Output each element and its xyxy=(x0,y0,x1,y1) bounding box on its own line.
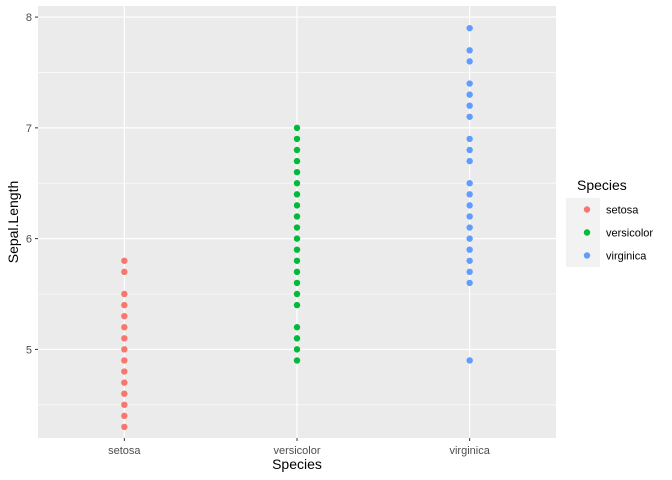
data-point-versicolor xyxy=(293,279,301,287)
data-point-versicolor xyxy=(293,168,301,176)
data-point-virginica xyxy=(466,357,473,364)
data-point-setosa xyxy=(121,412,128,420)
legend-key-setosa xyxy=(583,206,591,213)
data-point-versicolor xyxy=(293,124,301,132)
data-point-virginica xyxy=(466,80,473,87)
x-axis-title: Species xyxy=(272,456,322,472)
data-point-setosa xyxy=(121,368,128,375)
legend-key-background xyxy=(566,244,600,267)
data-point-setosa xyxy=(121,312,128,320)
data-point-versicolor xyxy=(293,180,301,187)
data-point-versicolor xyxy=(293,268,301,276)
data-point-versicolor xyxy=(293,202,301,209)
data-point-virginica xyxy=(466,24,473,32)
data-point-virginica xyxy=(466,246,473,253)
data-point-versicolor xyxy=(293,191,301,198)
data-point-versicolor xyxy=(293,224,301,231)
data-point-virginica xyxy=(466,257,473,264)
data-point-setosa xyxy=(121,324,128,331)
data-point-virginica xyxy=(466,279,473,287)
data-points xyxy=(121,24,473,431)
data-point-setosa xyxy=(121,423,128,431)
data-point-setosa xyxy=(121,335,128,342)
data-point-versicolor xyxy=(293,246,301,253)
data-point-versicolor xyxy=(293,335,301,342)
data-point-virginica xyxy=(466,268,473,276)
data-point-versicolor xyxy=(293,157,301,165)
data-point-virginica xyxy=(466,191,473,198)
data-point-virginica xyxy=(466,113,473,120)
legend-title: Species xyxy=(577,177,627,193)
x-tick-label: setosa xyxy=(108,445,141,457)
data-point-setosa xyxy=(121,357,128,364)
x-axis: setosa versicolor virginica xyxy=(108,438,491,457)
data-point-versicolor xyxy=(293,346,301,353)
y-tick-label: 5 xyxy=(26,344,32,356)
data-point-virginica xyxy=(466,102,473,109)
legend-key-versicolor xyxy=(583,229,591,236)
data-point-versicolor xyxy=(293,146,301,154)
y-tick-label: 7 xyxy=(26,123,32,135)
data-point-virginica xyxy=(466,91,473,98)
data-point-versicolor xyxy=(293,235,301,242)
y-axis: 5 6 7 8 xyxy=(26,12,38,356)
y-tick-label: 8 xyxy=(26,12,32,24)
data-point-setosa xyxy=(121,346,128,353)
data-point-virginica xyxy=(466,213,473,220)
data-point-versicolor xyxy=(293,135,301,143)
data-point-virginica xyxy=(466,135,473,143)
legend: Species setosa versicolor virginica xyxy=(566,177,653,267)
y-axis-title: Sepal.Length xyxy=(5,181,21,264)
data-point-virginica xyxy=(466,202,473,209)
data-point-setosa xyxy=(121,268,128,276)
data-point-virginica xyxy=(466,235,473,242)
data-point-setosa xyxy=(121,390,128,397)
legend-label-virginica: virginica xyxy=(606,251,647,263)
data-point-virginica xyxy=(466,47,473,54)
data-point-virginica xyxy=(466,224,473,231)
y-tick-label: 6 xyxy=(26,234,32,246)
legend-label-setosa: setosa xyxy=(606,205,639,217)
legend-key-virginica xyxy=(583,252,591,259)
x-tick-label: versicolor xyxy=(273,445,320,457)
data-point-versicolor xyxy=(293,213,301,220)
data-point-virginica xyxy=(466,180,473,187)
data-point-setosa xyxy=(121,301,128,309)
data-point-versicolor xyxy=(293,290,301,298)
legend-key-background xyxy=(566,221,600,244)
data-point-setosa xyxy=(121,290,128,298)
data-point-virginica xyxy=(466,146,473,154)
legend-key-background xyxy=(566,198,600,221)
data-point-versicolor xyxy=(293,357,301,364)
legend-label-versicolor: versicolor xyxy=(606,228,653,240)
data-point-setosa xyxy=(121,379,128,386)
data-point-versicolor xyxy=(293,257,301,264)
data-point-versicolor xyxy=(293,324,301,331)
data-point-versicolor xyxy=(293,301,301,309)
x-tick-label: virginica xyxy=(449,445,490,457)
data-point-setosa xyxy=(121,401,128,408)
data-point-virginica xyxy=(466,157,473,165)
data-point-virginica xyxy=(466,58,473,65)
data-point-setosa xyxy=(121,257,128,264)
